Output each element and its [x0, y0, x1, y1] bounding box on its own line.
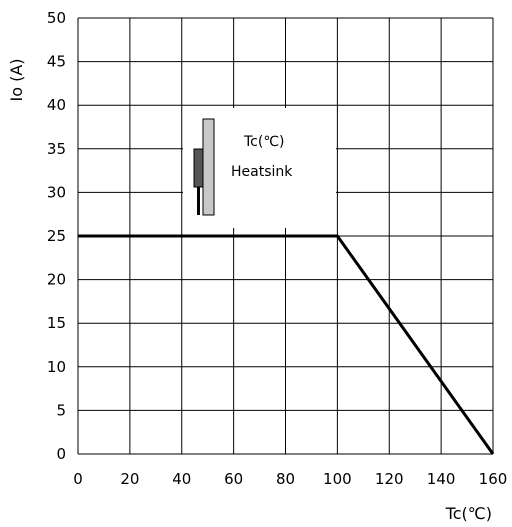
x-tick-label-2: 40: [172, 470, 191, 488]
y-tick-label-5: 25: [47, 227, 66, 245]
inset-tc-label: Tc(℃): [243, 134, 285, 150]
heatsink-inset: Tc(℃) Heatsink: [183, 108, 336, 228]
x-tick-label-5: 100: [323, 470, 352, 488]
x-tick-label-6: 120: [375, 470, 404, 488]
y-tick-label-1: 5: [56, 401, 66, 419]
inset-heatsink-label: Heatsink: [231, 164, 293, 180]
x-axis-label: Tc(℃): [445, 504, 492, 523]
y-tick-label-10: 50: [47, 9, 66, 27]
y-tick-label-0: 0: [56, 445, 66, 463]
series-layer: [78, 234, 495, 455]
y-tick-label-6: 30: [47, 183, 66, 201]
x-tick-labels: 0 20 40 60 80 100 120 140 160: [73, 470, 507, 488]
y-tick-label-2: 10: [47, 358, 66, 376]
x-tick-label-0: 0: [73, 470, 83, 488]
x-tick-label-7: 140: [427, 470, 456, 488]
x-tick-label-3: 60: [224, 470, 243, 488]
heatsink-shape: [202, 118, 215, 216]
y-tick-label-9: 45: [47, 53, 66, 71]
y-tick-label-7: 35: [47, 140, 66, 158]
y-tick-label-4: 20: [47, 271, 66, 289]
series-line-0: [78, 234, 495, 455]
x-tick-label-1: 20: [120, 470, 139, 488]
y-axis-label: Io (A): [7, 58, 26, 101]
device-shape: [193, 148, 204, 188]
y-tick-labels: 0 5 10 15 20 25 30 35 40 45 50: [47, 9, 66, 463]
device-lead: [197, 187, 200, 215]
y-tick-label-8: 40: [47, 96, 66, 114]
y-tick-label-3: 15: [47, 314, 66, 332]
x-tick-label-4: 80: [276, 470, 295, 488]
x-tick-label-8: 160: [479, 470, 508, 488]
